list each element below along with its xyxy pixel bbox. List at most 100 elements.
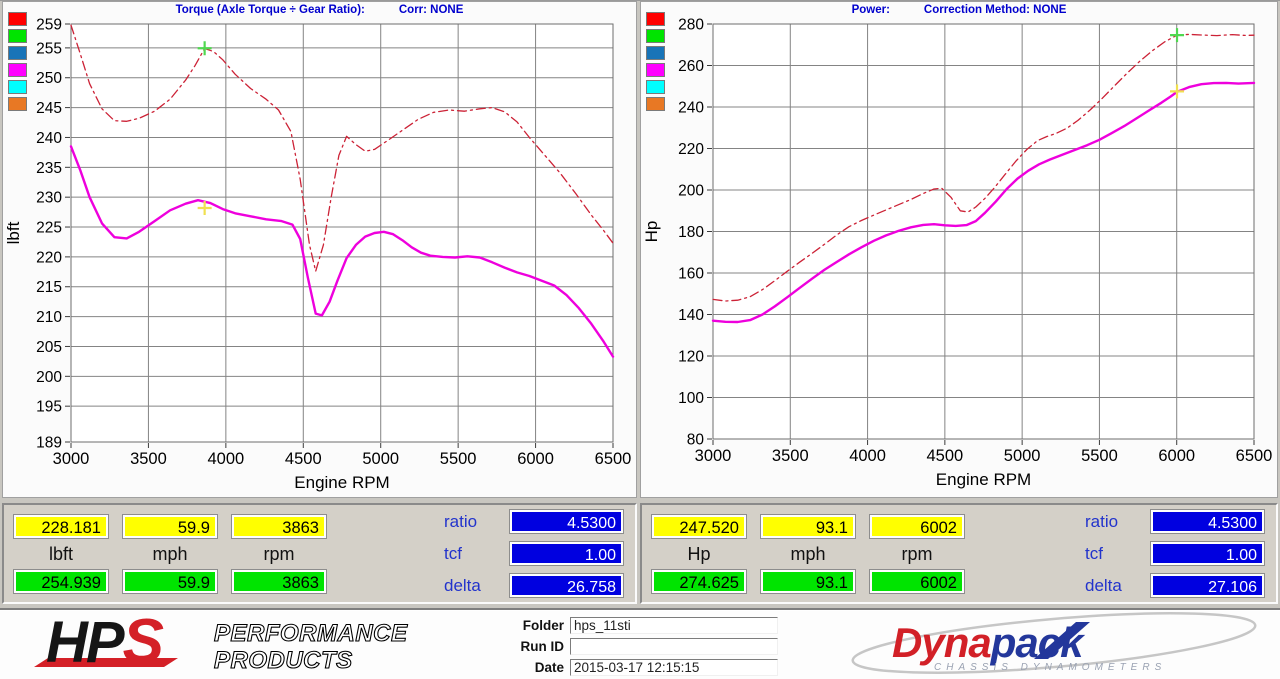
power-chart-panel: Power: Correction Method: NONE 280 260 240 2… [640, 1, 1278, 498]
tcf-row: tcf 1.00 [1085, 542, 1264, 565]
torque-title-text: Torque (Axle Torque ÷ Gear Ratio): [175, 4, 365, 16]
y-tick-label: 240 [678, 100, 704, 117]
x-tick-label: 3500 [772, 447, 809, 465]
speed-cursor-value-box: 59.9 [123, 514, 217, 538]
y-tick-label: 215 [36, 279, 62, 296]
legend-swatch-cyan [8, 80, 27, 94]
y-tick-label: 240 [36, 130, 62, 147]
y-tick-label: 259 [36, 17, 62, 34]
torque-column: 228.181 lbft 254.939 [14, 514, 108, 593]
y-tick-label: 280 [678, 17, 704, 34]
torque-chart[interactable]: 259 255 250 245 240 235 230 225 220 215 210 205 200 1… [3, 2, 638, 499]
power-title-text: Power: [851, 4, 890, 16]
speed-cursor-value-box: 93.1 [761, 514, 855, 538]
rpm-cursor-value-box: 6002 [870, 514, 964, 538]
legend-swatch-blue [646, 46, 665, 60]
y-tick-label: 205 [36, 339, 62, 356]
y-tick-label: 220 [678, 141, 704, 158]
ratio-label: ratio [1085, 511, 1119, 531]
tcf-label: tcf [1085, 543, 1103, 563]
y-tick-label: 230 [36, 190, 62, 207]
legend-swatch-orange [646, 97, 665, 111]
y-tick-label: 235 [36, 160, 62, 177]
folder-label: Folder [522, 618, 564, 633]
tcf-value-box: 1.00 [510, 542, 623, 565]
x-axis-title: Engine RPM [294, 473, 389, 492]
delta-row: delta 26.758 [444, 574, 623, 597]
hps-logo: HPS PERFORMANCE PRODUCTS [34, 613, 408, 675]
dynapack-wordmark: Dynapack [892, 619, 1086, 666]
speed-peak-value-box: 59.9 [123, 569, 217, 593]
rpm-cursor-value-box: 3863 [232, 514, 326, 538]
delta-value-box: 26.758 [510, 574, 623, 597]
hps-underline-swoosh [34, 658, 178, 667]
power-cursor-value-box: 247.520 [652, 514, 746, 538]
power-unit-label: Hp [687, 543, 711, 564]
legend-swatch-orange [8, 97, 27, 111]
date-label: Date [534, 660, 564, 675]
torque-readout-panel: 228.181 lbft 254.939 59.9 mph 59.9 3863 … [2, 503, 637, 604]
legend-swatch-magenta [646, 63, 665, 77]
legend-swatch-red [8, 12, 27, 26]
x-tick-label: 6500 [595, 450, 632, 468]
folder-input[interactable] [570, 617, 778, 634]
y-tick-label: 200 [36, 369, 62, 386]
y-tick-label: 180 [678, 224, 704, 241]
date-row: Date [478, 659, 778, 676]
power-stats: ratio 4.5300 tcf 1.00 delta 27.106 [1085, 510, 1264, 597]
y-tick-label: 100 [678, 390, 704, 407]
ratio-value-box: 4.5300 [1151, 510, 1264, 533]
hps-tagline-line1: PERFORMANCE [214, 620, 408, 647]
run-id-input[interactable] [570, 638, 778, 655]
y-tick-label: 140 [678, 307, 704, 324]
x-tick-label: 5500 [440, 450, 477, 468]
ratio-label: ratio [444, 511, 478, 531]
rpm-peak-value-box: 6002 [870, 569, 964, 593]
torque-peak-value-box: 254.939 [14, 569, 108, 593]
speed-column: 93.1 mph 93.1 [761, 514, 855, 593]
y-tick-label: 189 [36, 435, 62, 452]
ratio-row: ratio 4.5300 [444, 510, 623, 533]
dynapack-logo: Dynapack CHASSIS DYNAMOMETERS [851, 612, 1257, 674]
power-run-color-legend [646, 12, 665, 111]
x-axis-title: Engine RPM [936, 470, 1031, 489]
run-info-form: Folder Run ID Date [478, 617, 778, 676]
date-input[interactable] [570, 659, 778, 676]
x-tick-label: 3000 [53, 450, 90, 468]
torque-correction-text: Corr: NONE [398, 4, 464, 16]
x-tick-label: 5500 [1081, 447, 1118, 465]
dynapack-caption: CHASSIS DYNAMOMETERS [934, 662, 1166, 673]
x-tick-label: 5000 [362, 450, 399, 468]
torque-chart-panel: Torque (Axle Torque ÷ Gear Ratio): Corr: … [2, 1, 637, 498]
y-tick-label: 245 [36, 100, 62, 117]
hps-wordmark: HPS [46, 613, 164, 675]
torque-readout-columns: 228.181 lbft 254.939 59.9 mph 59.9 3863 … [14, 514, 326, 593]
power-column: 247.520 Hp 274.625 [652, 514, 746, 593]
y-tick-label: 160 [678, 266, 704, 283]
y-tick-label: 225 [36, 220, 62, 237]
previous-run-torque-curve [70, 24, 614, 272]
run-id-row: Run ID [478, 638, 778, 655]
y-tick-label: 250 [36, 70, 62, 87]
rpm-column: 3863 rpm 3863 [232, 514, 326, 593]
run-id-label: Run ID [520, 639, 565, 654]
speed-column: 59.9 mph 59.9 [123, 514, 217, 593]
plot-border [712, 23, 1255, 440]
tcf-row: tcf 1.00 [444, 542, 623, 565]
rpm-unit-label: rpm [263, 543, 295, 564]
power-peak-value-box: 274.625 [652, 569, 746, 593]
delta-label: delta [1085, 575, 1122, 595]
legend-swatch-green [8, 29, 27, 43]
delta-row: delta 27.106 [1085, 574, 1264, 597]
dynapack-swoosh [1034, 622, 1090, 659]
y-tick-label: 80 [687, 432, 705, 449]
y-tick-label: 200 [678, 183, 704, 200]
footer-bar: HPS PERFORMANCE PRODUCTS Folder Run ID D… [0, 608, 1280, 679]
tcf-value-box: 1.00 [1151, 542, 1264, 565]
torque-run-color-legend [8, 12, 27, 111]
previous-run-cursor-marker [197, 41, 212, 56]
current-run-power-curve [711, 81, 1256, 324]
y-tick-label: 210 [36, 309, 62, 326]
